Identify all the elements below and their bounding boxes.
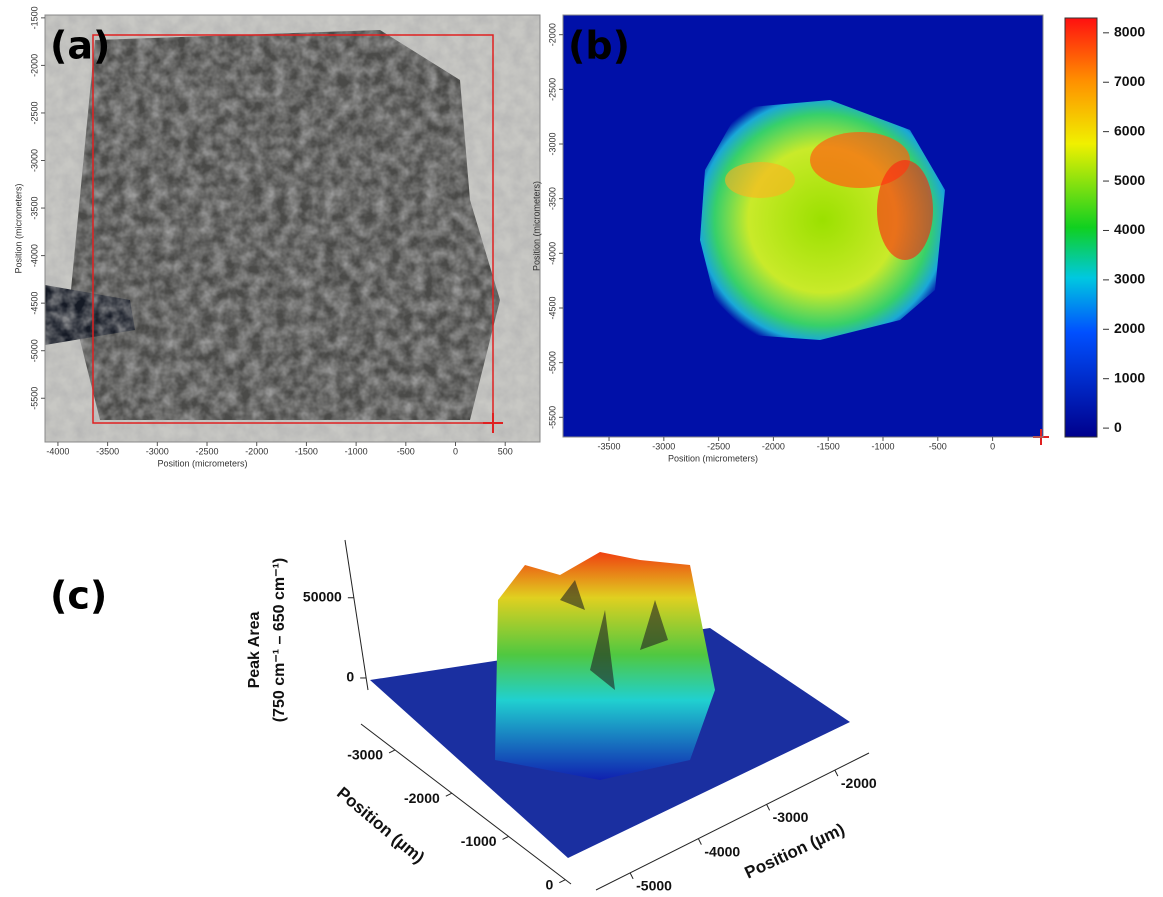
- z-tick-label: 50000: [303, 588, 342, 604]
- panel-label: (a): [50, 24, 110, 68]
- y-axis-label: Position (micrometers): [13, 183, 23, 273]
- x-tick-label: -3500: [598, 441, 621, 451]
- x-tick-label: 0: [546, 876, 554, 892]
- colorbar-tick-label: 3000: [1114, 271, 1145, 287]
- colorbar-tick-label: 2000: [1114, 320, 1145, 336]
- y-tick-label: -2000: [29, 54, 39, 77]
- z-axis: [345, 540, 368, 690]
- colorbar-tick-label: 5000: [1114, 172, 1145, 188]
- x-tick-label: -2000: [245, 446, 268, 456]
- photo: [45, 15, 540, 442]
- colorbar-tick-label: 8000: [1114, 24, 1145, 40]
- x-tick-label: 500: [498, 446, 513, 456]
- x-tick-label: -3500: [96, 446, 119, 456]
- x-tick-label: -2000: [762, 441, 785, 451]
- colorbar-tick-label: 4000: [1114, 221, 1145, 237]
- colorbar-tick-label: 0: [1114, 419, 1122, 435]
- figure: -4000-3500-3000-2500-2000-1500-1000-5000…: [0, 0, 1163, 897]
- y-tick-label: -4500: [547, 296, 557, 319]
- y-tick-label: -5000: [636, 878, 672, 894]
- y-tick-label: -5500: [29, 387, 39, 410]
- y-tick: [835, 770, 838, 776]
- y-tick: [767, 804, 770, 810]
- x-axis-label: Position (micrometers): [668, 453, 758, 463]
- x-tick-label: -3000: [652, 441, 675, 451]
- y-tick-label: -3500: [547, 187, 557, 210]
- y-tick-label: -4000: [547, 242, 557, 265]
- x-tick-label: -3000: [347, 747, 383, 763]
- y-tick: [698, 839, 701, 845]
- x-tick: [446, 793, 452, 796]
- x-tick-label: -2500: [196, 446, 219, 456]
- y-tick-label: -2500: [547, 78, 557, 101]
- colorbar-tick-label: 6000: [1114, 122, 1145, 138]
- x-tick-label: -2500: [707, 441, 730, 451]
- x-tick-label: -4000: [46, 446, 69, 456]
- y-tick-label: -3000: [547, 132, 557, 155]
- x-tick: [559, 880, 565, 883]
- x-tick-label: -500: [929, 441, 947, 451]
- panel-label: (c): [50, 574, 107, 618]
- x-tick-label: 0: [453, 446, 458, 456]
- colorbar-tick-label: 7000: [1114, 73, 1145, 89]
- y-tick: [630, 873, 633, 879]
- x-tick-label: -3000: [146, 446, 169, 456]
- y-tick-label: -4000: [704, 843, 740, 859]
- colorbar-tick-label: 1000: [1114, 369, 1145, 385]
- x-tick-label: -1000: [871, 441, 894, 451]
- x-tick-label: -500: [397, 446, 415, 456]
- y-tick-label: -5000: [547, 351, 557, 374]
- x-tick-label: 0: [990, 441, 995, 451]
- z-axis-label: (750 cm⁻¹ – 650 cm⁻¹): [271, 558, 288, 723]
- y-tick-label: -3000: [773, 809, 809, 825]
- y-tick-label: -2000: [841, 775, 877, 791]
- z-tick-label: 0: [346, 669, 354, 685]
- x-axis-label: Position (micrometers): [157, 458, 247, 468]
- z-axis-label: Peak Area: [246, 612, 263, 689]
- y-tick-label: -3500: [29, 197, 39, 220]
- x-tick-label: -2000: [404, 790, 440, 806]
- y-tick-label: -5000: [29, 339, 39, 362]
- y-tick-label: -4000: [29, 244, 39, 267]
- y-tick-label: -5500: [547, 406, 557, 429]
- x-tick: [503, 836, 509, 839]
- x-tick: [389, 750, 395, 753]
- x-tick-label: -1500: [817, 441, 840, 451]
- panel-label: (b): [568, 24, 630, 68]
- y-tick-label: -4500: [29, 292, 39, 315]
- y-tick-label: -2500: [29, 101, 39, 124]
- heatmap: [563, 15, 1097, 445]
- y-axis-label: Position (micrometers): [531, 181, 541, 271]
- y-axis-label: Position (µm): [742, 820, 848, 883]
- y-tick-label: -3000: [29, 149, 39, 172]
- y-tick-label: -2000: [547, 23, 557, 46]
- x-tick-label: -1000: [345, 446, 368, 456]
- x-tick-label: -1500: [295, 446, 318, 456]
- x-tick-label: -1000: [461, 833, 497, 849]
- y-tick-label: -1500: [29, 6, 39, 29]
